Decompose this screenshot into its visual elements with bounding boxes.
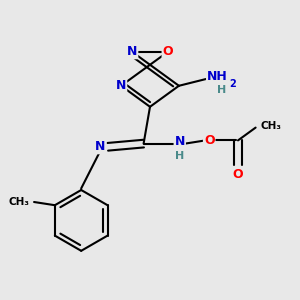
- Text: H: H: [217, 85, 226, 95]
- Text: 2: 2: [229, 80, 236, 89]
- Text: N: N: [116, 79, 126, 92]
- Text: O: O: [204, 134, 214, 147]
- Text: N: N: [175, 136, 185, 148]
- Text: NH: NH: [207, 70, 228, 83]
- Text: CH₃: CH₃: [8, 197, 29, 207]
- Text: O: O: [233, 167, 243, 181]
- Text: CH₃: CH₃: [260, 121, 281, 131]
- Text: N: N: [127, 45, 137, 58]
- Text: N: N: [95, 140, 106, 153]
- Text: O: O: [163, 45, 173, 58]
- Text: H: H: [175, 151, 184, 161]
